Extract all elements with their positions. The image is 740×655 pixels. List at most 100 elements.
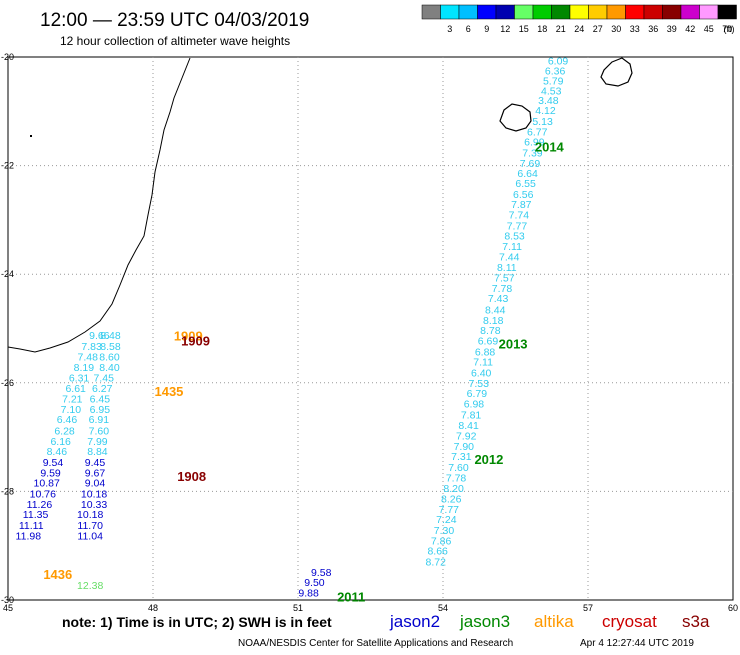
- altimeter-tracks: 6.096.365.794.533.484.125.136.776.997.39…: [16, 55, 569, 599]
- wave-height-value: 6.61: [65, 383, 86, 395]
- wave-height-value: 7.60: [448, 462, 469, 474]
- wave-height-value: 7.81: [461, 409, 482, 421]
- pass-time-label: 1436: [43, 567, 72, 582]
- color-scale-label: 18: [537, 24, 547, 34]
- longitude-label: 54: [438, 603, 448, 613]
- wave-height-value: 7.78: [492, 283, 513, 295]
- longitude-label: 60: [728, 603, 738, 613]
- wave-height-value: 6.45: [90, 394, 111, 406]
- color-scale-label: 27: [593, 24, 603, 34]
- color-scale-swatch: [588, 4, 608, 20]
- small-island: [30, 135, 32, 137]
- wave-height-value: 7.45: [93, 372, 114, 384]
- wave-height-value: 4.12: [535, 105, 556, 117]
- footer: note: 1) Time is in UTC; 2) SWH is in fe…: [62, 612, 710, 649]
- wave-height-value: 9.50: [304, 577, 325, 589]
- wave-height-value: 9.59: [40, 467, 61, 479]
- mauritius-island: [600, 57, 633, 87]
- wave-height-value: 8.19: [74, 362, 95, 374]
- wave-height-value: 6.88: [475, 346, 496, 358]
- color-scale-label: 42: [685, 24, 695, 34]
- wave-height-value: 10.18: [81, 489, 107, 501]
- color-scale-label: 30: [611, 24, 621, 34]
- color-scale-label: 36: [648, 24, 658, 34]
- track-altika-west: 12.38: [77, 580, 103, 592]
- footer-note: note: 1) Time is in UTC; 2) SWH is in fe…: [62, 614, 332, 630]
- color-scale-swatch: [680, 4, 700, 20]
- color-scale-swatch: [514, 4, 534, 20]
- footer-credit: NOAA/NESDIS Center for Satellite Applica…: [238, 638, 513, 649]
- map-border: [7, 56, 734, 601]
- wave-height-value: 6.16: [50, 436, 71, 448]
- wave-height-value: 6.79: [467, 388, 488, 400]
- color-scale-label: 21: [556, 24, 566, 34]
- wave-height-value: 5.79: [543, 75, 564, 87]
- wave-height-value: 8.18: [483, 315, 504, 327]
- color-scale-label: 12: [500, 24, 510, 34]
- wave-height-value: 7.86: [431, 535, 452, 547]
- madagascar-coast: [7, 57, 191, 353]
- wave-height-value: 6.55: [515, 178, 536, 190]
- wave-height-value: 8.60: [99, 352, 120, 364]
- track-jason2-east: 9.589.509.88: [298, 567, 331, 600]
- color-scale-swatch: [625, 4, 645, 20]
- wave-height-value: 7.21: [62, 394, 83, 406]
- latitude-label: -26: [1, 378, 14, 388]
- wave-height-value: 7.39: [522, 148, 543, 160]
- wave-height-value: 10.87: [34, 478, 60, 490]
- wave-height-value: 9.54: [43, 457, 64, 469]
- legend-jason2: jason2: [389, 612, 440, 631]
- wave-height-value: 6.64: [517, 168, 538, 180]
- wave-height-value: 8.58: [100, 341, 121, 353]
- pass-time-label: 1435: [154, 384, 183, 399]
- track-jason3-east: 6.096.365.794.533.484.125.136.776.997.39…: [426, 55, 569, 568]
- wave-height-value: 11.98: [16, 530, 42, 542]
- wave-height-value: 7.11: [502, 241, 522, 253]
- wave-height-value: 9.88: [298, 587, 319, 599]
- color-scale-swatch: [551, 4, 571, 20]
- wave-height-value: 7.43: [488, 293, 509, 305]
- header: 12:00 — 23:59 UTC 04/03/2019 12 hour col…: [40, 10, 309, 48]
- wave-height-value: 6.46: [57, 414, 78, 426]
- color-scale-swatch: [421, 4, 441, 20]
- wave-height-value: 12.38: [77, 580, 103, 592]
- pass-time-label: 2011: [337, 590, 365, 605]
- color-scale-swatch: [717, 4, 737, 20]
- pass-time-label: 2014: [535, 140, 565, 155]
- coastlines: [7, 57, 633, 353]
- latitude-label: -30: [1, 595, 14, 605]
- wave-height-value: 10.18: [77, 509, 103, 521]
- map-frame: [7, 56, 734, 601]
- longitude-label: 57: [583, 603, 593, 613]
- color-scale-swatch: [643, 4, 663, 20]
- wave-height-value: 10.76: [30, 489, 56, 501]
- color-scale-label: 45: [704, 24, 714, 34]
- footer-generated: Apr 4 12:27:44 UTC 2019: [580, 638, 694, 649]
- wave-height-value: 7.90: [454, 441, 475, 453]
- wave-height-value: 6.77: [527, 126, 548, 138]
- color-scale-swatch: [662, 4, 682, 20]
- wave-height-value: 8.20: [443, 483, 464, 495]
- wave-height-value: 6.69: [478, 335, 499, 347]
- wave-height-value: 7.24: [436, 514, 457, 526]
- grid-lines: [8, 57, 733, 600]
- latitude-label: -28: [1, 486, 14, 496]
- pass-time-label: 2013: [499, 337, 528, 352]
- wave-height-value: 6.31: [69, 372, 90, 384]
- color-scale-label: 70: [722, 24, 732, 34]
- wave-height-value: 7.83: [81, 341, 102, 353]
- color-scale: 3 6 9 12 15 18 21 24 27 30 33 36 39 42 45 70(ft): [421, 4, 737, 34]
- wave-height-value: 9.66: [89, 330, 110, 342]
- wave-height-value: 11.04: [77, 530, 103, 542]
- wave-height-value: 7.31: [451, 451, 472, 463]
- color-scale-label: 39: [667, 24, 677, 34]
- wave-height-value: 7.77: [507, 220, 528, 232]
- wave-height-value: 8.66: [427, 546, 448, 558]
- wave-height-value: 7.53: [469, 378, 490, 390]
- wave-height-value: 6.40: [471, 367, 492, 379]
- page-subtitle: 12 hour collection of altimeter wave hei…: [60, 34, 290, 48]
- wave-height-value: 10.33: [81, 499, 107, 511]
- wave-height-value: 6.91: [89, 414, 110, 426]
- wave-height-value: 8.41: [458, 420, 479, 432]
- axis-labels: 45 48 51 54 57 60 -20 -22 -24 -26 -28 -30: [1, 52, 738, 613]
